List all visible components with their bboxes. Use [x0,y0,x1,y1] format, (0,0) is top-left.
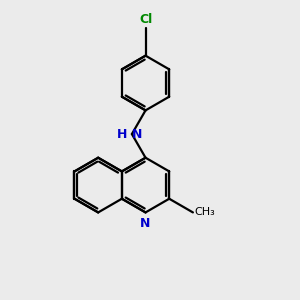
Text: Cl: Cl [139,13,152,26]
Text: N: N [140,217,151,230]
Text: N: N [132,128,142,140]
Text: CH₃: CH₃ [194,207,215,218]
Text: H: H [117,128,128,140]
